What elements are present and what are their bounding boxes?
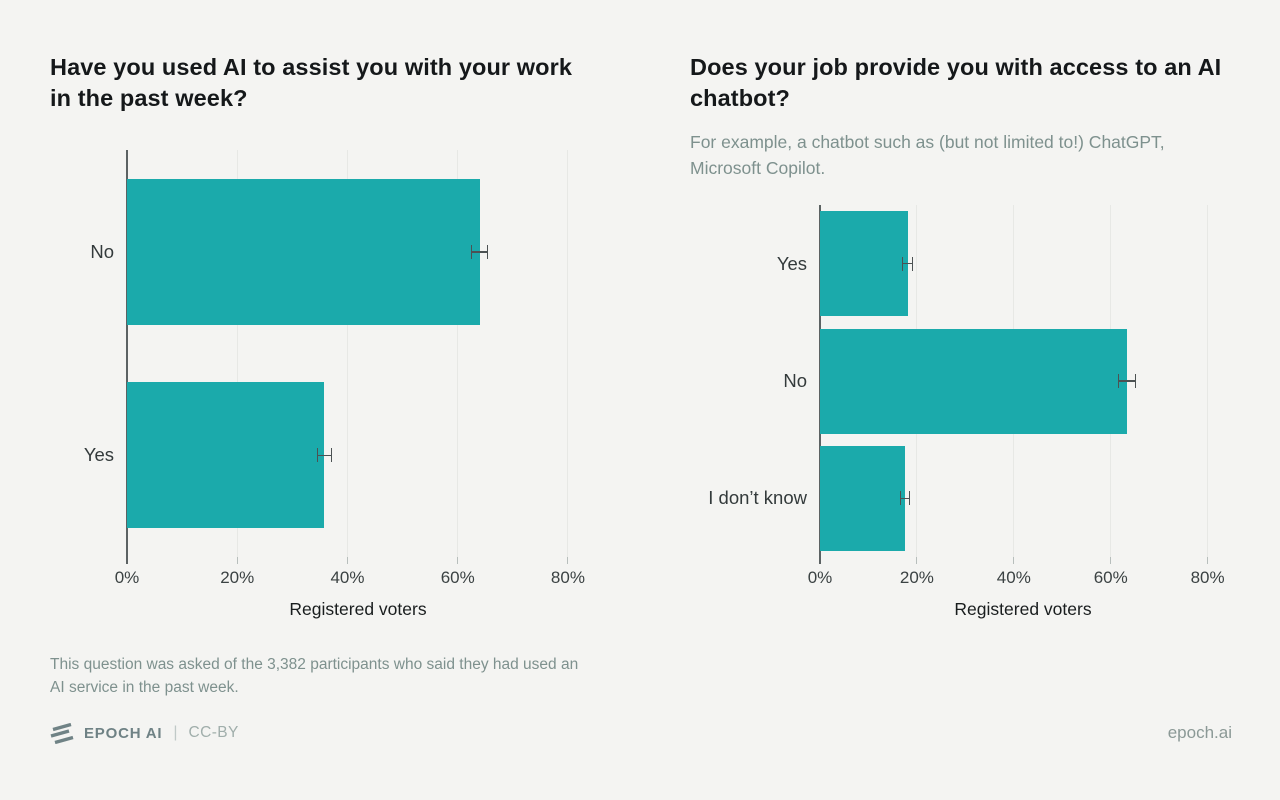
left-chart-title: Have you used AI to assist you with your…: [50, 54, 573, 111]
bar-yes: [127, 382, 325, 529]
x-tick-label: 0%: [807, 568, 833, 587]
axis-tick: [916, 557, 918, 564]
x-tick-label: 0%: [114, 568, 140, 587]
category-label: Yes: [83, 444, 114, 466]
x-tick-label: 20%: [220, 568, 255, 587]
x-tick-label: 20%: [899, 568, 934, 587]
error-bar: [471, 244, 489, 259]
license-label: CC-BY: [188, 724, 239, 741]
category-label: Yes: [776, 252, 807, 274]
bar-yes: [820, 211, 908, 317]
axis-tick: [1207, 557, 1209, 564]
category-label: I don’t know: [708, 487, 807, 509]
x-tick-label: 80%: [550, 568, 585, 587]
right-x-axis-title: Registered voters: [954, 599, 1092, 619]
y-axis-line: [126, 150, 128, 564]
error-bar: [900, 491, 911, 506]
gridline: [1207, 205, 1209, 557]
bar-i-don-t-know: [820, 445, 906, 551]
x-tick-label: 40%: [996, 568, 1031, 587]
right-chart-title: Does your job provide you with access to…: [690, 54, 1222, 111]
axis-tick: [236, 557, 238, 564]
bar-no: [820, 328, 1128, 434]
error-bar: [902, 256, 914, 271]
x-tick-label: 80%: [1190, 568, 1225, 587]
left-chart-footnote: This question was asked of the 3,382 par…: [50, 656, 579, 696]
x-tick-label: 40%: [330, 568, 365, 587]
gridline: [457, 150, 459, 557]
footer-separator: |: [173, 724, 178, 741]
bar-no: [127, 178, 480, 325]
error-bar: [1117, 374, 1137, 388]
category-label: No: [783, 370, 807, 391]
brand-name: EPOCH AI: [84, 724, 163, 742]
axis-tick: [457, 557, 459, 564]
axis-tick: [346, 557, 348, 564]
axis-tick: [1013, 557, 1015, 564]
gridline: [346, 150, 348, 557]
right-chart-subtitle: For example, a chatbot such as (but not …: [690, 132, 1165, 178]
footer-brand: EPOCH AI | CC-BY: [50, 721, 239, 745]
x-tick-label: 60%: [440, 568, 475, 587]
axis-tick: [1110, 557, 1112, 564]
website-link: epoch.ai: [1167, 723, 1232, 742]
error-bar: [316, 448, 333, 463]
category-label: No: [90, 240, 114, 262]
right-bar-chart-plot: 0% 20% 40% 60% 80% Yes No I don’t know: [708, 205, 1227, 587]
x-tick-label: 60%: [1093, 568, 1128, 587]
left-bar-chart-plot: 0% 20% 40% 60% 80% No Yes: [84, 150, 590, 587]
gridline: [236, 150, 238, 557]
gridline: [567, 150, 569, 557]
axis-tick: [567, 557, 569, 564]
left-x-axis-title: Registered voters: [289, 599, 427, 619]
epoch-ai-logo-icon: [50, 722, 75, 744]
